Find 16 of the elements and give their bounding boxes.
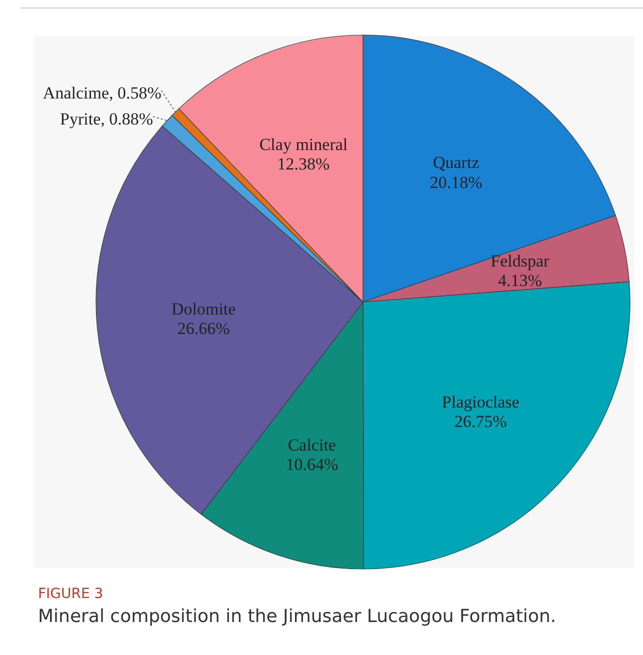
text: Mineral composition in the Jimusaer Lucaogou Formation.: [38, 606, 556, 627]
slice-label: Dolomite: [171, 300, 236, 319]
slice-label: Clay mineral: [259, 134, 348, 154]
caption: FIGURE 3: [38, 586, 104, 602]
data-label: 26.75%: [454, 412, 507, 431]
slice-label: Analcime, 0.58%: [42, 84, 162, 103]
slice-label: Plagioclase: [442, 392, 520, 412]
slice-label: Quartz: [432, 153, 480, 172]
data-label: 12.38%: [277, 154, 330, 174]
data-label: 4.13%: [498, 270, 542, 290]
slice-label: Calcite: [288, 435, 336, 454]
slice-label: Feldspar: [490, 251, 550, 270]
data-label: 10.64%: [286, 454, 338, 474]
slice-label: Pyrite, 0.88%: [60, 110, 154, 129]
data-label: 20.18%: [430, 172, 482, 192]
data-label: 26.66%: [177, 319, 230, 338]
